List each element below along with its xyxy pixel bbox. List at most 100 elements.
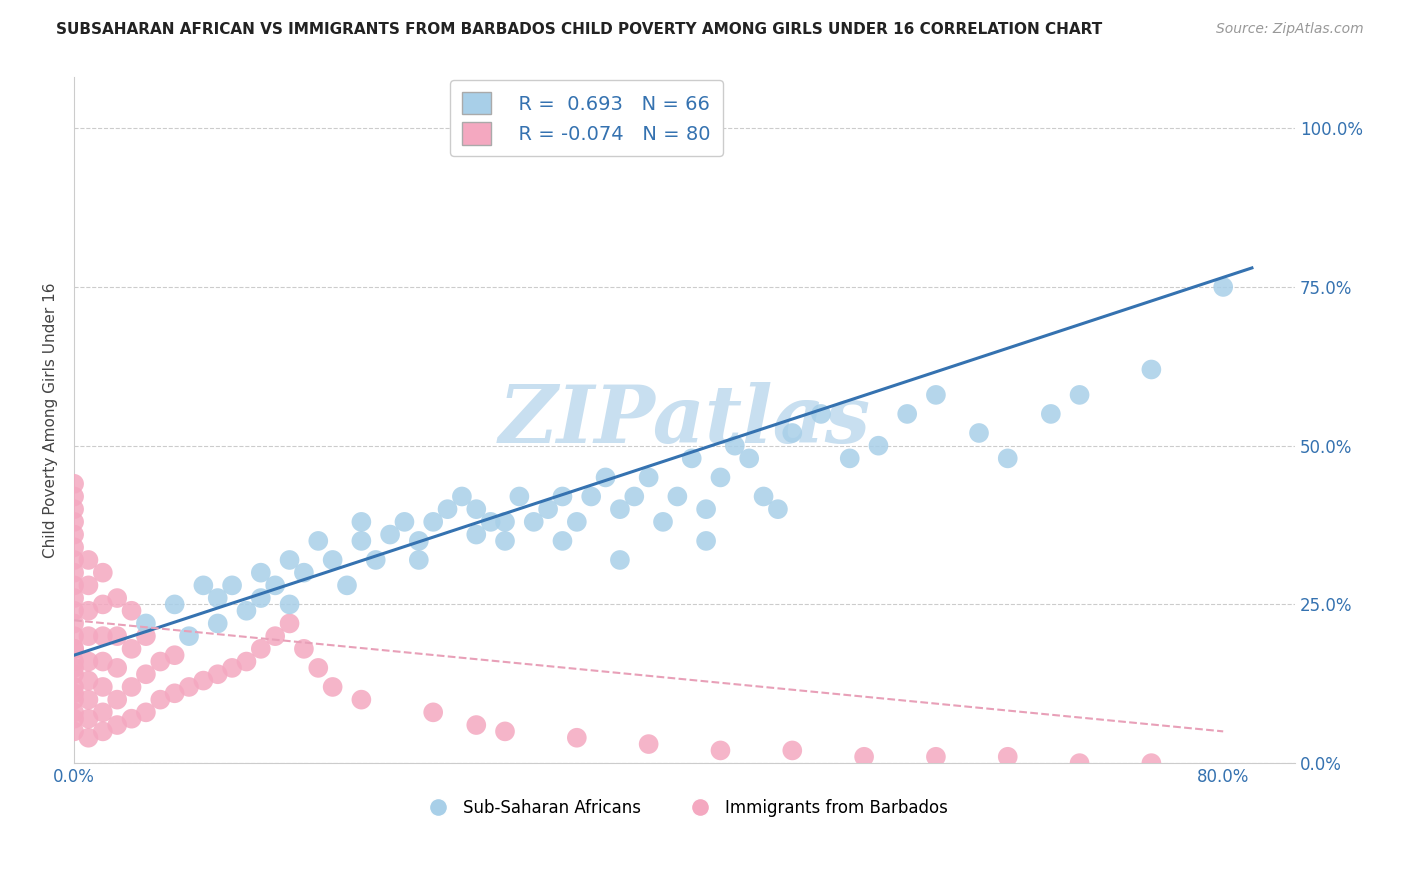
Point (1212, 280, 1234, 294)
Point (378, 527, 401, 541)
Point (1069, 756, 1091, 771)
Point (63, 616, 86, 631)
Point (63, 724, 86, 739)
Point (292, 641, 315, 656)
Point (637, 470, 659, 484)
Point (63, 566, 86, 580)
Point (163, 598, 186, 612)
Point (63, 641, 86, 656)
Point (537, 502, 560, 516)
Point (77, 604, 100, 618)
Point (177, 680, 200, 694)
Point (609, 502, 631, 516)
Point (925, 749, 948, 764)
Point (121, 680, 143, 694)
Point (63, 541, 86, 555)
Point (782, 425, 804, 440)
Point (77, 692, 100, 706)
Point (63, 629, 86, 643)
Point (207, 667, 229, 681)
Point (91, 566, 114, 580)
Point (149, 655, 172, 669)
Point (1039, 407, 1062, 421)
Point (193, 673, 215, 688)
Point (121, 712, 143, 726)
Point (766, 502, 789, 516)
Point (250, 641, 273, 656)
Point (63, 692, 86, 706)
Point (565, 731, 588, 745)
Point (1140, 362, 1163, 376)
Point (63, 515, 86, 529)
Point (77, 673, 100, 688)
Point (436, 502, 458, 516)
Point (551, 490, 574, 504)
Point (193, 578, 215, 592)
Point (163, 686, 186, 700)
Point (637, 737, 659, 751)
Point (77, 553, 100, 567)
Point (105, 718, 128, 732)
Point (105, 661, 128, 675)
Point (91, 629, 114, 643)
Point (292, 566, 315, 580)
Point (91, 598, 114, 612)
Point (494, 515, 516, 529)
Point (221, 578, 243, 592)
Text: Source: ZipAtlas.com: Source: ZipAtlas.com (1216, 22, 1364, 37)
Point (350, 533, 373, 548)
Point (394, 515, 416, 529)
Point (709, 743, 731, 757)
Point (322, 553, 344, 567)
Point (121, 604, 143, 618)
Point (465, 502, 488, 516)
Point (63, 706, 86, 720)
Point (709, 470, 731, 484)
Point (307, 661, 329, 675)
Point (63, 655, 86, 669)
Point (278, 616, 301, 631)
Point (579, 490, 602, 504)
Text: ZIPatlas: ZIPatlas (499, 382, 870, 459)
Point (896, 407, 918, 421)
Point (408, 533, 430, 548)
Point (322, 680, 344, 694)
Point (63, 604, 86, 618)
Point (135, 667, 157, 681)
Point (250, 591, 273, 605)
Point (681, 451, 703, 466)
Point (810, 407, 832, 421)
Point (350, 515, 373, 529)
Point (77, 629, 100, 643)
Point (63, 686, 86, 700)
Point (63, 712, 86, 726)
Point (666, 490, 689, 504)
Point (494, 724, 516, 739)
Point (1140, 756, 1163, 771)
Point (91, 724, 114, 739)
Point (63, 490, 86, 504)
Point (695, 502, 717, 516)
Point (121, 641, 143, 656)
Point (652, 515, 675, 529)
Point (264, 629, 287, 643)
Point (853, 749, 876, 764)
Point (135, 616, 157, 631)
Point (508, 490, 530, 504)
Point (264, 578, 287, 592)
Point (408, 553, 430, 567)
Point (724, 439, 747, 453)
Point (278, 598, 301, 612)
Point (451, 490, 474, 504)
Point (63, 527, 86, 541)
Point (207, 591, 229, 605)
Point (63, 591, 86, 605)
Point (63, 553, 86, 567)
Point (422, 515, 444, 529)
Point (250, 566, 273, 580)
Point (63, 578, 86, 592)
Point (149, 692, 172, 706)
Point (695, 533, 717, 548)
Point (235, 655, 257, 669)
Point (967, 425, 990, 440)
